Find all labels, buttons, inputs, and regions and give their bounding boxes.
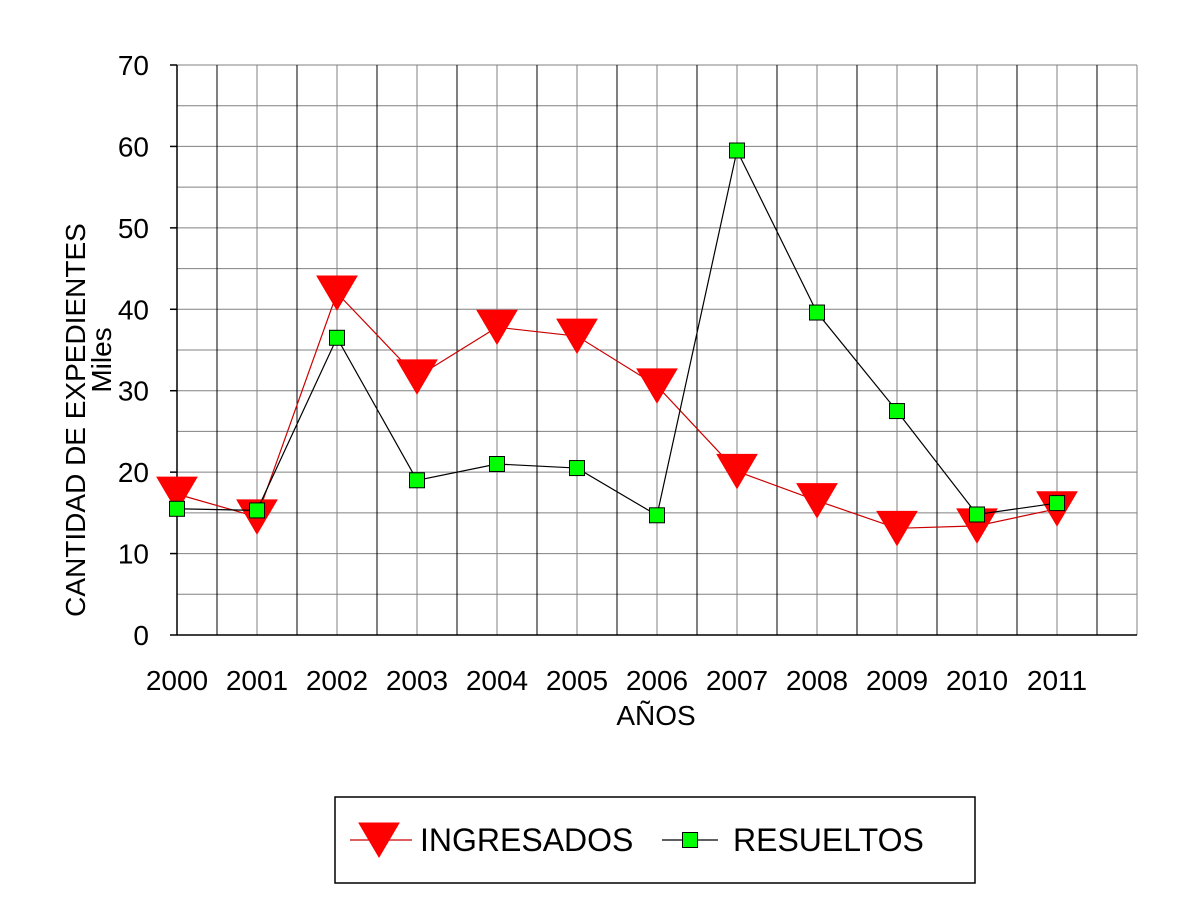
data-point: [889, 403, 905, 420]
y-tick-label: 10: [118, 539, 149, 570]
y-tick-label: 30: [118, 376, 149, 407]
data-point: [796, 483, 838, 519]
data-point: [569, 460, 585, 477]
legend-box: [334, 796, 976, 884]
x-tick-label: 2006: [626, 665, 688, 696]
data-point: [409, 472, 425, 489]
data-point: [476, 309, 518, 346]
x-tick-label: 2004: [466, 665, 528, 696]
data-point: [809, 304, 825, 321]
y-tick-labels: 0 10 20 30 40 50 60 70: [118, 50, 149, 651]
y-axis-title: CANTIDAD DE EXPEDIENTES: [60, 223, 91, 617]
x-tick-label: 2008: [786, 665, 848, 696]
data-point: [649, 507, 665, 524]
data-point: [156, 476, 198, 513]
data-point: [249, 502, 265, 519]
legend-marker: [682, 832, 698, 848]
data-point: [716, 453, 758, 490]
y-tick-label: 0: [133, 620, 149, 651]
series-line: [176, 291, 1058, 529]
data-point: [556, 318, 598, 355]
x-tick-labels: 2000 2001 2002 2003 2004 2005 2006 2007 2008 2009…: [146, 665, 1087, 696]
x-tick-label: 2005: [546, 665, 608, 696]
y-tick-label: 20: [118, 457, 149, 488]
data-point: [1049, 495, 1065, 512]
x-axis-title: AÑOS: [616, 700, 695, 731]
x-tick-label: 2003: [386, 665, 448, 696]
series-resueltos: [169, 142, 1065, 524]
y-tick-label: 40: [118, 294, 149, 325]
data-point: [169, 500, 185, 517]
legend-item-resueltos: RESUELTOS: [662, 822, 924, 858]
data-point: [876, 510, 918, 547]
legend-items: INGRESADOS RESUELTOS: [350, 822, 924, 858]
legend: INGRESADOS RESUELTOS: [334, 796, 976, 884]
legend-label: INGRESADOS: [420, 822, 633, 858]
legend-item-ingresados: INGRESADOS: [350, 822, 633, 858]
x-tick-label: 2007: [706, 665, 768, 696]
legend-label: RESUELTOS: [733, 822, 924, 858]
x-tick-label: 2002: [306, 665, 368, 696]
x-tick-label: 2001: [226, 665, 288, 696]
x-tick-label: 2011: [1027, 665, 1087, 696]
grid: [176, 64, 1138, 636]
y-axis-unit: Miles: [86, 327, 117, 392]
y-tick-label: 70: [118, 50, 149, 81]
data-point: [969, 506, 985, 523]
data-point: [729, 142, 745, 159]
y-tick-label: 60: [118, 131, 149, 162]
series-ingresados: [156, 275, 1078, 547]
data-point: [636, 368, 678, 404]
series: [156, 142, 1078, 547]
x-tick-label: 2009: [866, 665, 928, 696]
legend-marker: [358, 822, 400, 858]
axes: [170, 64, 1137, 636]
x-tick-label: 2000: [146, 665, 208, 696]
data-point: [329, 329, 345, 346]
series-line: [176, 148, 1058, 517]
data-point: [316, 275, 358, 311]
y-tick-label: 50: [118, 213, 149, 244]
data-point: [396, 359, 438, 395]
data-point: [489, 456, 505, 472]
x-tick-label: 2010: [946, 665, 1008, 696]
